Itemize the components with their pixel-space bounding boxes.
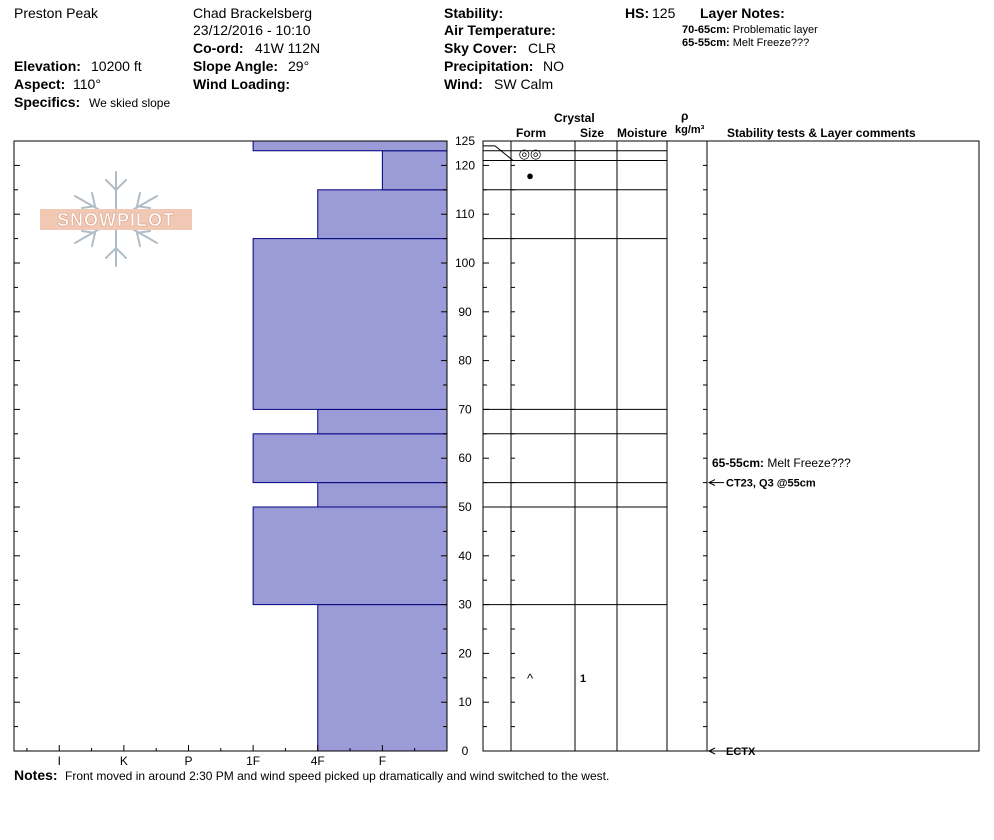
wind-label: Wind: bbox=[444, 76, 483, 92]
hardness-bar bbox=[317, 189, 448, 240]
hardness-tick-label: F bbox=[379, 754, 386, 768]
wind-loading-label: Wind Loading: bbox=[193, 76, 291, 92]
hardness-tick-label: 1F bbox=[246, 754, 260, 768]
hs-value: 125 bbox=[652, 5, 676, 21]
crystal-form-symbol: ◎◎ bbox=[519, 146, 542, 161]
moisture-header: Moisture bbox=[617, 126, 668, 140]
aspect-value: 110° bbox=[73, 76, 101, 92]
slope-angle-label: Slope Angle: bbox=[193, 58, 279, 74]
depth-tick-label: 110 bbox=[455, 207, 474, 221]
hardness-frame bbox=[13, 140, 448, 752]
surface-connector bbox=[483, 145, 514, 161]
layer-note: 70-65cm: Problematic layer bbox=[682, 24, 818, 37]
size-header: Size bbox=[580, 126, 605, 140]
depth-tick-label: 70 bbox=[458, 402, 472, 416]
wind-value: SW Calm bbox=[494, 76, 554, 92]
hardness-bar bbox=[252, 433, 448, 484]
layer-note: 65-55cm: Melt Freeze??? bbox=[682, 37, 809, 50]
depth-tick-label: 100 bbox=[455, 256, 475, 270]
snowpilot-logo: SNOWPILOT bbox=[40, 171, 192, 267]
slope-angle-value: 29° bbox=[288, 58, 310, 74]
coord-label: Co-ord: bbox=[193, 40, 244, 56]
layer-comment: 65-55cm: Melt Freeze??? bbox=[712, 456, 851, 470]
table-frame bbox=[482, 140, 980, 752]
crystal-header: Crystal bbox=[554, 111, 595, 125]
elevation-value: 10200 ft bbox=[91, 58, 142, 74]
depth-tick-label: 0 bbox=[462, 744, 469, 758]
hardness-bar bbox=[252, 506, 448, 606]
specifics-value: We skied slope bbox=[89, 96, 171, 110]
hardness-bar bbox=[381, 150, 448, 191]
precipitation-label: Precipitation: bbox=[444, 58, 534, 74]
location-name: Preston Peak bbox=[14, 5, 99, 21]
depth-tick-label: 120 bbox=[455, 158, 475, 172]
hardness-bars bbox=[252, 140, 448, 752]
hardness-tick-label: P bbox=[184, 754, 192, 768]
hardness-tick-label: 4F bbox=[311, 754, 325, 768]
notes-value: Front moved in around 2:30 PM and wind s… bbox=[65, 769, 610, 783]
sky-cover-value: CLR bbox=[528, 40, 557, 56]
comment-arrow-head bbox=[707, 479, 716, 487]
hardness-bar bbox=[317, 604, 448, 752]
depth-tick-label: 125 bbox=[455, 134, 475, 148]
depth-tick-label: 60 bbox=[458, 451, 472, 465]
density-unit: kg/m³ bbox=[675, 124, 705, 136]
hardness-bar bbox=[252, 140, 448, 152]
layer-comments: 65-55cm: Melt Freeze??? CT23, Q3 @55cm ECT… bbox=[707, 456, 851, 758]
hardness-bar bbox=[317, 408, 448, 435]
crystal-marks: ^ 1 ● ◎◎ bbox=[519, 146, 586, 686]
stability-test-label: ECTX bbox=[726, 746, 756, 758]
observer-name: Chad Brackelsberg bbox=[193, 5, 313, 21]
hardness-tick-label: K bbox=[120, 754, 128, 768]
hardness-axis: I K P 1F 4F F bbox=[26, 745, 416, 768]
layer-note-text: Problematic layer bbox=[732, 24, 818, 36]
hardness-tick-label: I bbox=[58, 754, 61, 768]
depth-axis: 0 10 20 30 40 50 60 70 80 90 100 110 120 125 bbox=[14, 134, 707, 758]
layer-notes-label: Layer Notes: bbox=[700, 5, 785, 21]
layer-comment-range: 65-55cm: bbox=[712, 456, 767, 470]
profile-grid bbox=[13, 140, 980, 752]
snowpilot-logo-text: SNOWPILOT bbox=[57, 210, 175, 230]
layer-note-text: Melt Freeze??? bbox=[732, 37, 810, 49]
stability-test-label: CT23, Q3 @55cm bbox=[726, 478, 816, 490]
depth-tick-label: 40 bbox=[458, 549, 472, 563]
elevation-label: Elevation: bbox=[14, 58, 81, 74]
hs-label: HS: bbox=[625, 5, 650, 21]
aspect-label: Aspect: bbox=[14, 76, 66, 92]
layer-comment-text: Melt Freeze??? bbox=[767, 456, 851, 470]
specifics-label: Specifics: bbox=[14, 94, 81, 110]
depth-tick-label: 50 bbox=[458, 500, 472, 514]
crystal-form-symbol: ^ bbox=[527, 671, 534, 686]
air-temperature-label: Air Temperature: bbox=[444, 22, 556, 38]
observation-datetime: 23/12/2016 - 10:10 bbox=[193, 22, 311, 38]
depth-tick-label: 30 bbox=[458, 598, 472, 612]
form-header: Form bbox=[516, 126, 546, 140]
precipitation-value: NO bbox=[543, 58, 564, 74]
sky-cover-label: Sky Cover: bbox=[444, 40, 518, 56]
comment-arrow-head bbox=[707, 747, 716, 755]
hardness-bar bbox=[252, 238, 448, 410]
layer-note-range: 65-55cm: bbox=[682, 37, 730, 49]
depth-tick-label: 20 bbox=[458, 646, 472, 660]
layer-note-range: 70-65cm: bbox=[682, 24, 730, 36]
crystal-form-symbol: ● bbox=[526, 168, 534, 183]
coord-value: 41W 112N bbox=[255, 40, 321, 56]
stability-tests-header: Stability tests & Layer comments bbox=[727, 126, 916, 140]
depth-tick-label: 80 bbox=[458, 354, 472, 368]
depth-tick-label: 90 bbox=[458, 305, 472, 319]
notes-label: Notes: bbox=[14, 767, 58, 783]
stability-label: Stability: bbox=[444, 5, 504, 21]
crystal-size-label: 1 bbox=[580, 673, 586, 685]
density-symbol: ρ bbox=[681, 109, 689, 123]
hardness-bar bbox=[317, 482, 448, 508]
depth-tick-label: 10 bbox=[458, 695, 472, 709]
